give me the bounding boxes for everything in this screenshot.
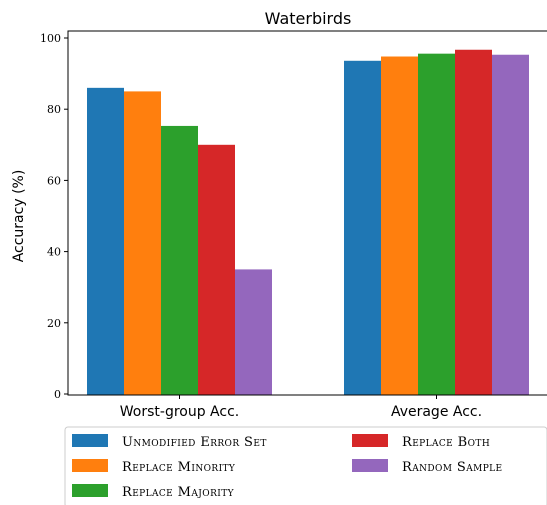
y-tick-label: 100 (40, 32, 61, 45)
legend-swatch (72, 484, 108, 497)
y-tick-label: 20 (47, 317, 61, 330)
x-ticks: Worst-group Acc. Average Acc. (120, 395, 482, 420)
y-tick-label: 0 (54, 388, 61, 401)
chart-title: Waterbirds (265, 9, 352, 28)
bar-random-sample-0 (235, 269, 272, 395)
legend-label: Replace Majority (122, 485, 235, 500)
legend-swatch (72, 459, 108, 472)
legend-swatch (72, 434, 108, 447)
legend-label: Replace Both (402, 435, 490, 450)
legend-label: Replace Minority (122, 460, 236, 475)
legend-box (64, 426, 547, 505)
bar-replace-both-1 (455, 49, 492, 396)
legend-label: Random Sample (402, 460, 503, 475)
legend-swatch (352, 434, 388, 447)
bar-replace-majority-1 (418, 53, 455, 395)
x-tick-label: Average Acc. (391, 404, 482, 420)
x-tick-label: Worst-group Acc. (120, 404, 239, 420)
y-axis-label: Accuracy (%) (11, 170, 27, 263)
y-tick-label: 60 (47, 174, 61, 187)
bar-random-sample-1 (492, 54, 529, 396)
bar-unmodified-error-set-0 (87, 87, 124, 395)
bar-replace-both-0 (198, 144, 235, 395)
y-ticks: 0 20 40 60 80 100 (40, 32, 68, 401)
bar-replace-minority-0 (124, 91, 161, 396)
legend-swatch (352, 459, 388, 472)
y-tick-label: 40 (47, 246, 61, 259)
bar-replace-majority-0 (161, 125, 198, 395)
y-tick-label: 80 (47, 103, 61, 116)
bar-unmodified-error-set-1 (344, 60, 381, 396)
legend: Unmodified Error Set Replace Minority Repl… (64, 426, 547, 505)
bar-replace-minority-1 (381, 56, 418, 396)
legend-label: Unmodified Error Set (122, 435, 267, 450)
bars-group (87, 49, 529, 396)
plot-frame (67, 30, 547, 396)
